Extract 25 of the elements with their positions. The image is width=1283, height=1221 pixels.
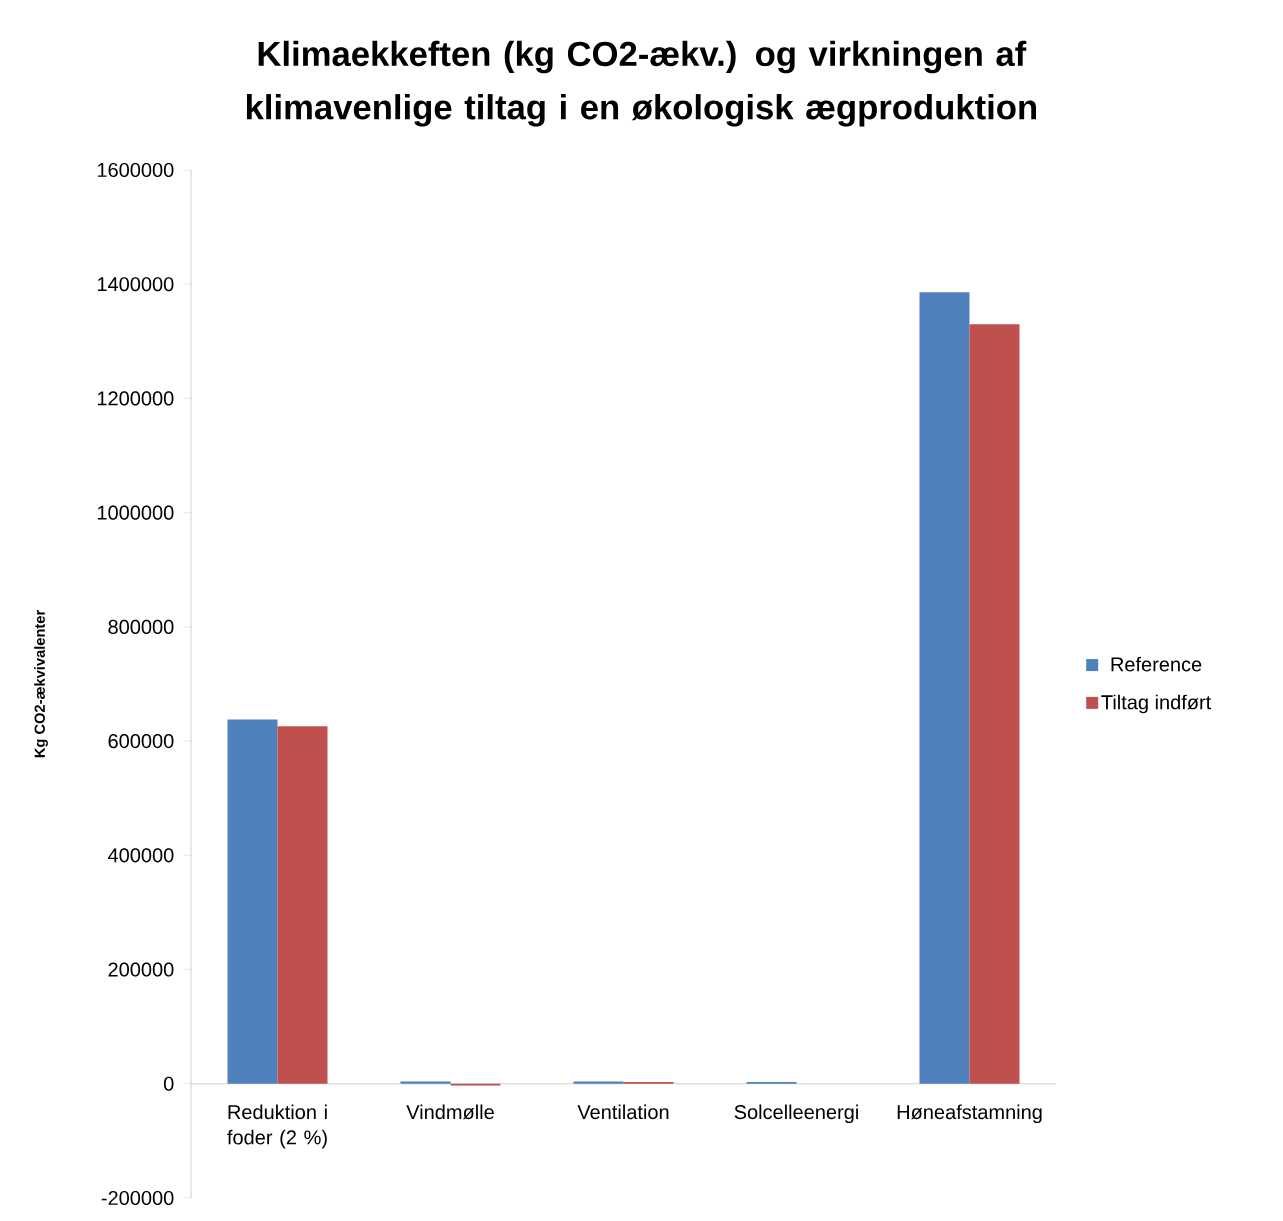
legend-label: Reference [1111, 656, 1202, 672]
bar [969, 324, 1020, 1084]
x-tick-label: Reduktion i foder (2 %) [227, 1104, 327, 1149]
x-tick-label: Vindmølle [406, 1104, 494, 1120]
chart-title: Klimaekkeften (kg CO2-ækv.) og virkningen af klimavenlige tiltag i en økologisk ægproduktion [246, 40, 1037, 127]
bar [400, 1081, 451, 1084]
y-tick-label: 200000 [108, 962, 174, 977]
y-tick-label: -200000 [101, 1190, 174, 1206]
y-tick-label: 0 [163, 1076, 174, 1091]
bar [919, 292, 970, 1084]
x-tick-label: Solcelleenergi [734, 1104, 858, 1124]
y-tick-label: 400000 [108, 848, 174, 863]
y-tick-label: 1400000 [97, 277, 174, 292]
bar [277, 726, 328, 1084]
y-tick-label: 1200000 [97, 391, 174, 406]
x-tick-label: Høneafstamning [897, 1104, 1042, 1124]
y-tick-label: 1600000 [97, 162, 174, 178]
legend-label: Tiltag indført [1101, 694, 1212, 714]
y-axis-title: Kg CO2-ækvivalenter [34, 610, 48, 758]
y-tick-label: 800000 [108, 619, 174, 634]
bar [227, 719, 278, 1084]
x-tick-label: Ventilation [577, 1104, 669, 1120]
y-tick-label: 600000 [108, 734, 174, 749]
bar [573, 1081, 624, 1084]
y-tick-label: 1000000 [97, 505, 174, 520]
